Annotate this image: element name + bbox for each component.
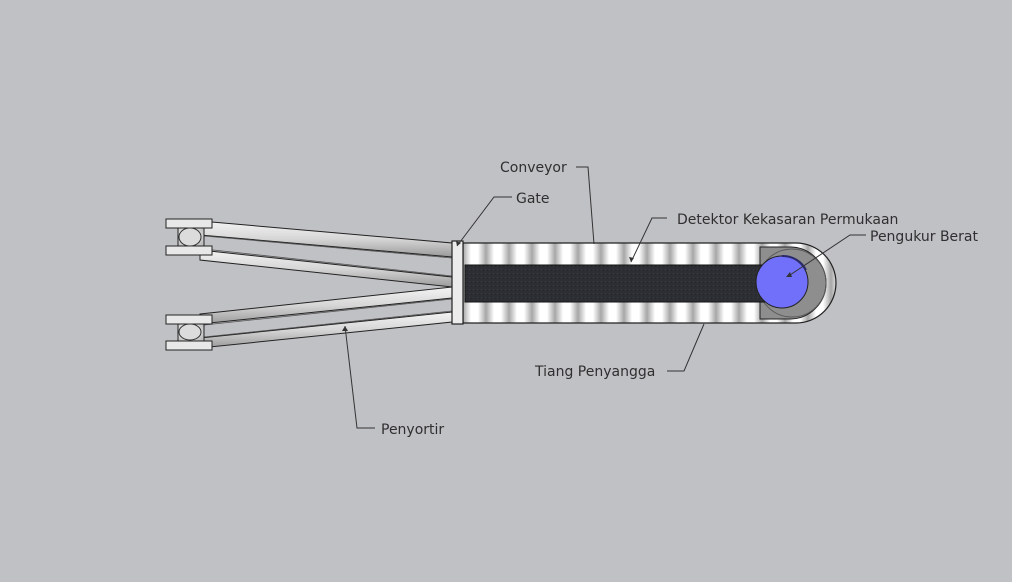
gate — [451, 240, 464, 325]
sorter-upper-arm — [165, 218, 453, 288]
label-support-pole: Tiang Penyangga — [534, 364, 655, 380]
weigher — [755, 254, 809, 309]
label-sorter: Penyortir — [381, 422, 444, 438]
label-conveyor: Conveyor — [500, 160, 567, 176]
label-surface-detector: Detektor Kekasaran Permukaan — [677, 212, 898, 228]
callout-arrowheads — [342, 241, 792, 331]
conveyor-leader — [576, 166, 595, 245]
surface-detector-leader — [630, 217, 667, 263]
sorter-lower-arm — [165, 286, 453, 351]
surface-detector-belt — [464, 264, 766, 303]
gate-leader — [456, 196, 512, 247]
support-pole-leader — [667, 323, 705, 372]
sorter — [165, 218, 453, 351]
conveyor — [451, 240, 837, 325]
label-gate: Gate — [516, 191, 550, 207]
sorter-leader — [344, 325, 375, 429]
callout-lines — [344, 166, 866, 429]
label-weigher: Pengukur Berat — [870, 229, 978, 245]
weigher-leader — [789, 234, 866, 276]
